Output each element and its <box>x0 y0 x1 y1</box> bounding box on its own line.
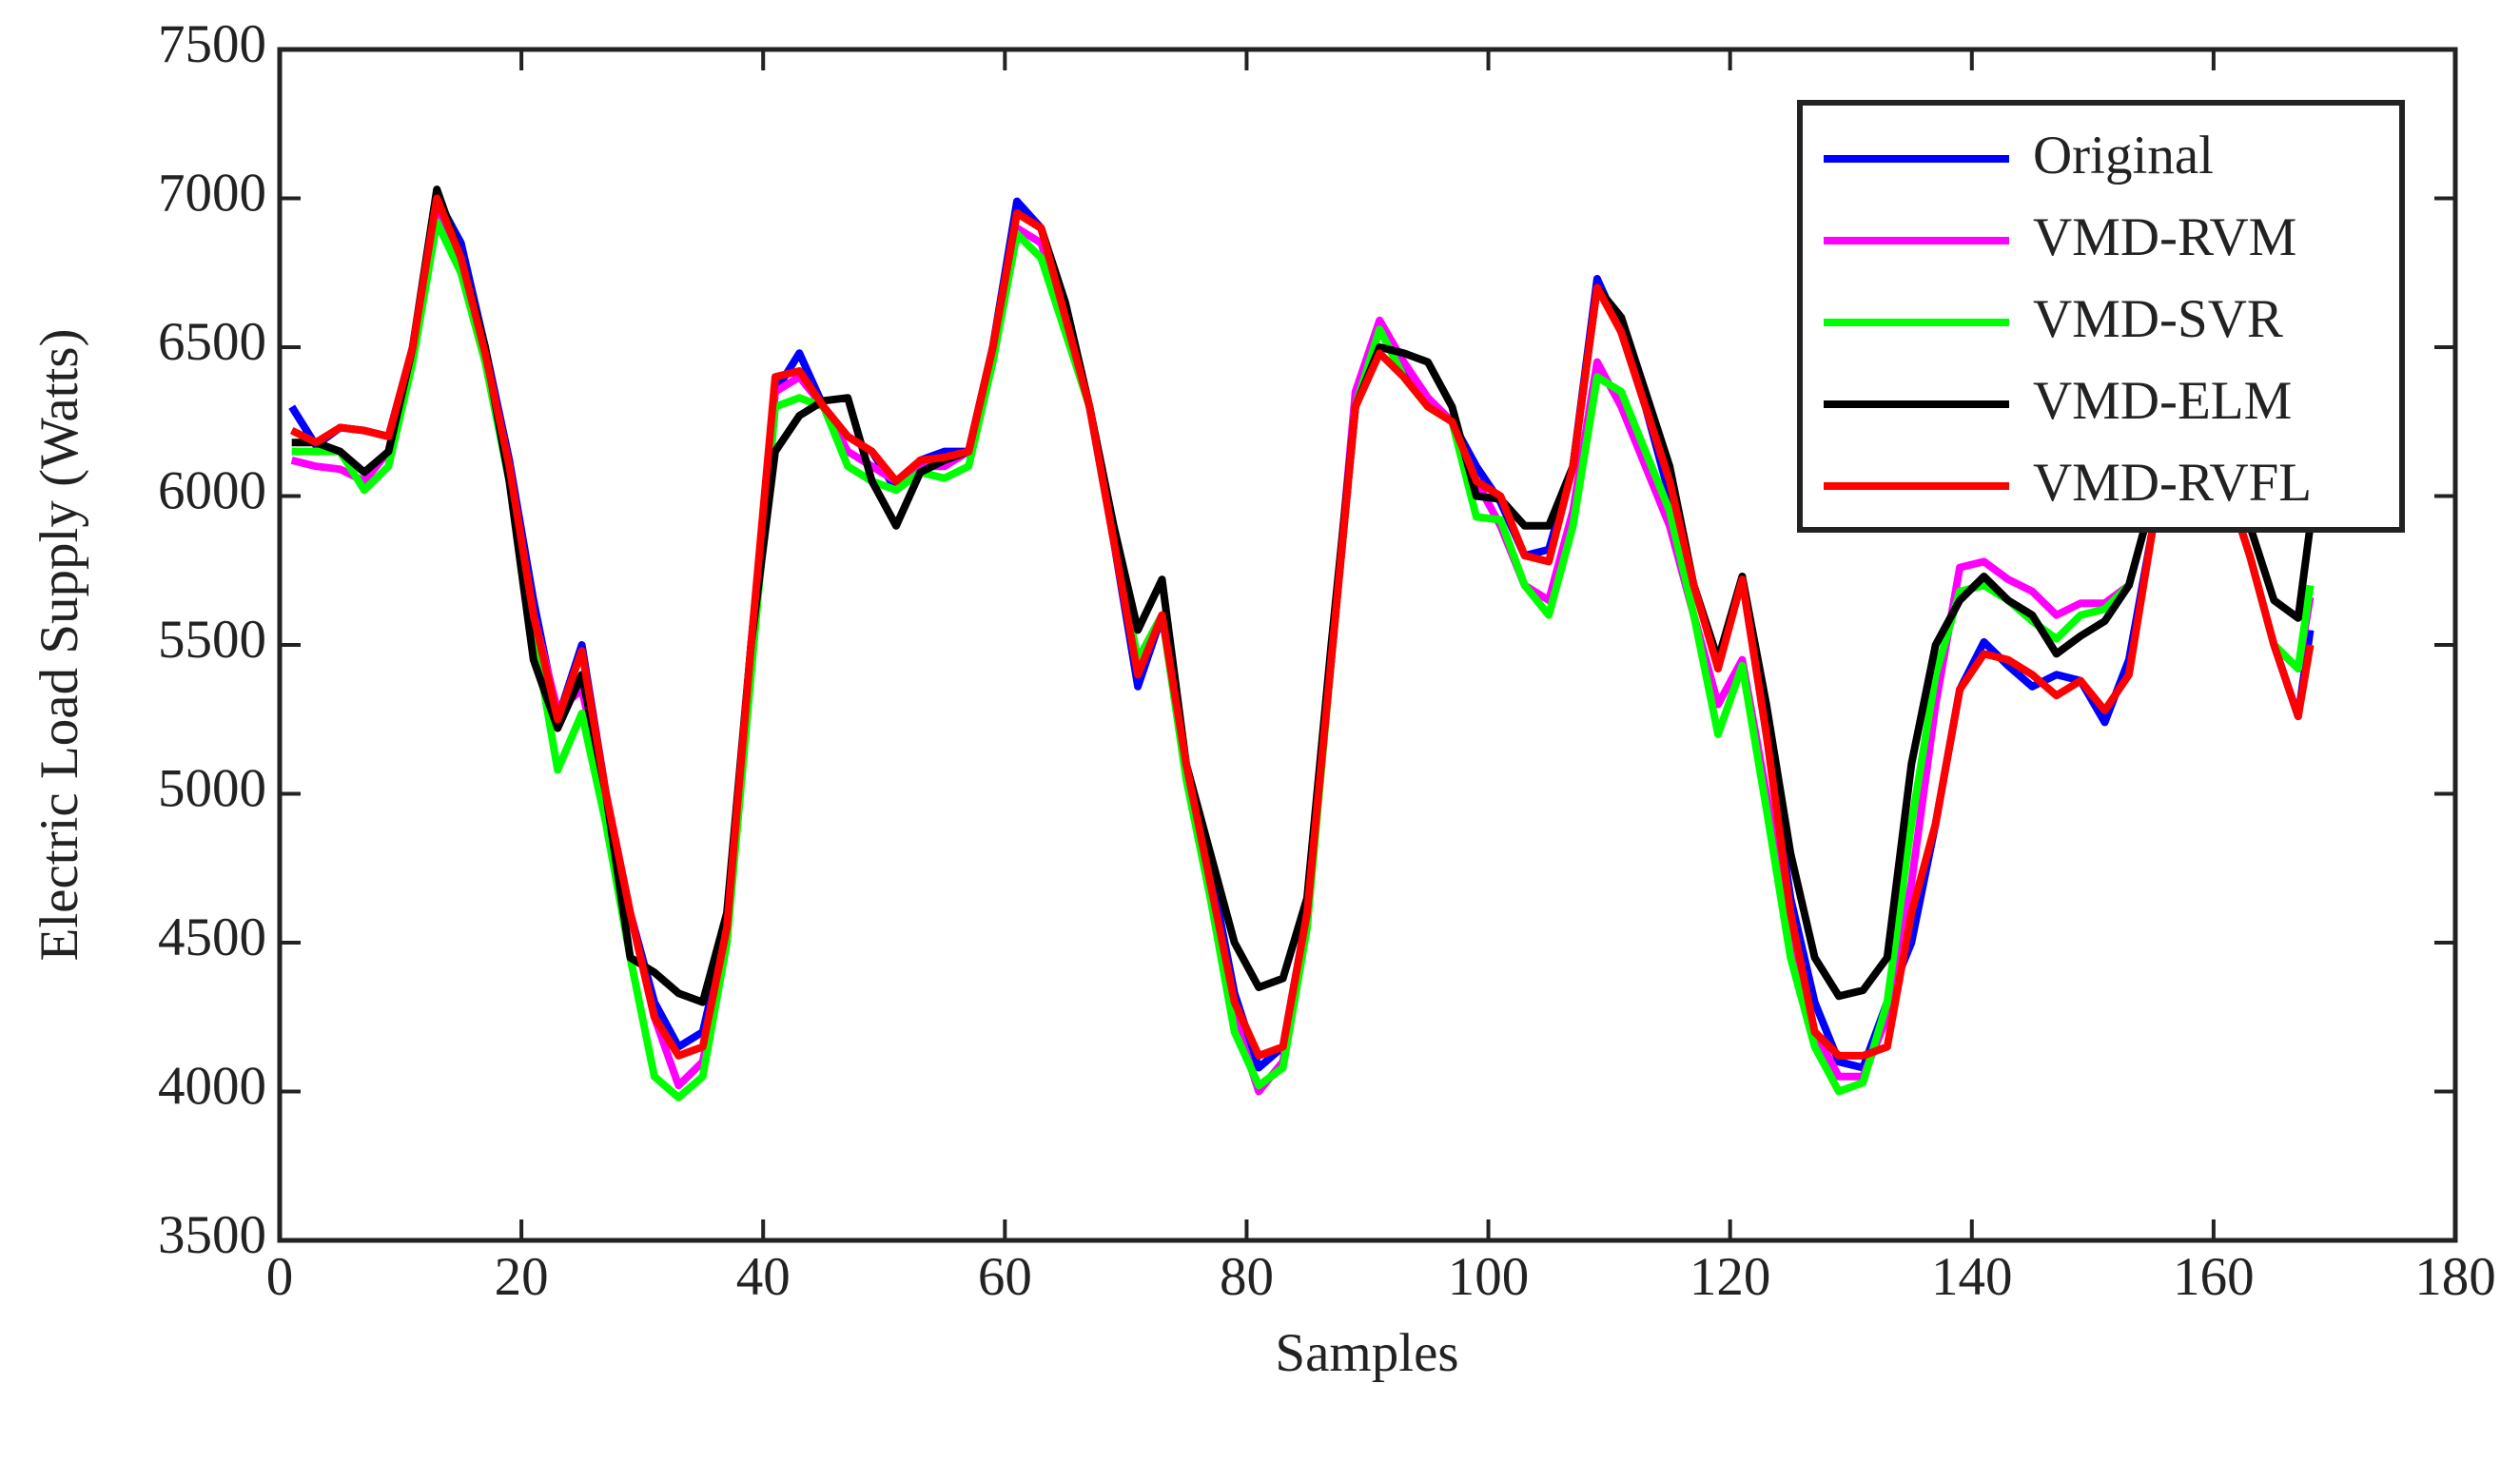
x-tick-label: 160 <box>2173 1247 2255 1307</box>
y-tick-label: 6500 <box>158 312 266 372</box>
legend-label: Original <box>2033 126 2214 185</box>
x-tick-label: 100 <box>1448 1247 1530 1307</box>
x-tick-label: 60 <box>978 1247 1032 1307</box>
plot-frame <box>277 47 2458 1243</box>
y-tick-label: 6000 <box>158 461 266 521</box>
legend-label: VMD-RVM <box>2033 207 2296 267</box>
y-tick-label: 5500 <box>158 610 266 670</box>
y-tick-label: 7000 <box>158 164 266 224</box>
y-tick-label: 7500 <box>158 14 266 74</box>
y-tick-label: 3500 <box>158 1205 266 1265</box>
series-line <box>289 194 2315 1060</box>
x-tick-label: 180 <box>2414 1247 2496 1307</box>
y-axis-label: Electric Load Supply (Watts) <box>29 329 89 962</box>
legend-label: VMD-ELM <box>2033 371 2292 431</box>
x-tick-label: 140 <box>1931 1247 2013 1307</box>
legend: Original VMD-RVM VMD-SVR VMD-ELM VMD-RVFL <box>1797 100 2405 533</box>
y-tick-label: 5000 <box>158 759 266 819</box>
x-axis-label: Samples <box>1275 1323 1458 1383</box>
y-tick-label: 4500 <box>158 907 266 967</box>
x-tick-label: 20 <box>495 1247 549 1307</box>
x-tick-label: 0 <box>266 1247 294 1307</box>
legend-box <box>1797 100 2405 533</box>
x-tick-label: 120 <box>1690 1247 1771 1307</box>
x-tick-label: 40 <box>736 1247 791 1307</box>
legend-label: VMD-SVR <box>2033 289 2283 349</box>
x-tick-label: 80 <box>1220 1247 1274 1307</box>
legend-label: VMD-RVFL <box>2033 453 2312 513</box>
y-tick-label: 4000 <box>158 1057 266 1117</box>
